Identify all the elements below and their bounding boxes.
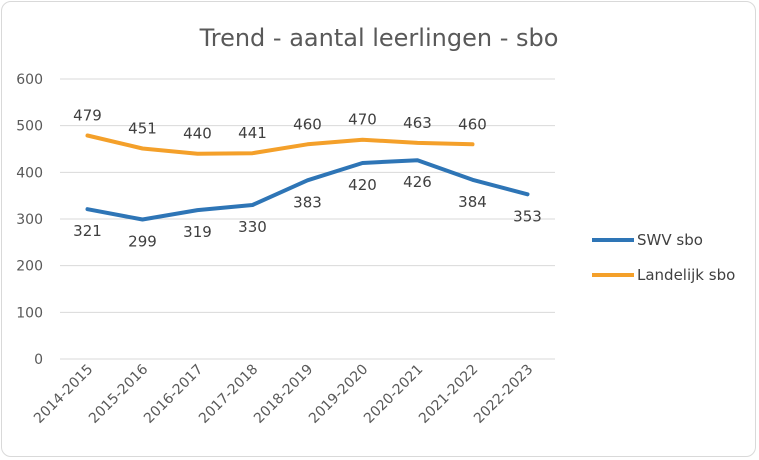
x-tick-label: 2022-2023 [471, 362, 536, 427]
data-label: 384 [458, 193, 487, 211]
legend-label: SWV sbo [637, 231, 703, 249]
series-lines [85, 133, 530, 222]
data-label: 420 [348, 176, 377, 194]
data-label: 440 [183, 125, 212, 143]
data-label: 321 [73, 222, 102, 240]
data-labels: 321 299 319 330 383 420 426 384 353 479 451 440 441 4… [73, 106, 542, 250]
data-label: 383 [293, 193, 322, 211]
data-label: 460 [293, 115, 322, 133]
y-tick-label: 200 [16, 259, 43, 275]
data-label: 479 [73, 106, 102, 124]
y-tick-label: 500 [16, 119, 43, 135]
data-label: 441 [238, 124, 267, 142]
y-tick-label: 0 [34, 352, 43, 368]
y-tick-label: 600 [16, 72, 43, 88]
data-label: 460 [458, 115, 487, 133]
series-line-1 [85, 133, 475, 156]
y-tick-label: 300 [16, 212, 43, 228]
chart-title: Trend - aantal leerlingen - sbo [199, 24, 559, 52]
x-axis-ticks: 2014-20152015-20162016-20172017-20182018… [31, 361, 536, 426]
data-label: 299 [128, 232, 157, 250]
data-label: 319 [183, 223, 212, 241]
data-label: 451 [128, 120, 157, 138]
data-label: 353 [513, 207, 542, 225]
y-tick-label: 100 [16, 305, 43, 321]
legend-label: Landelijk sbo [637, 266, 735, 284]
data-label: 330 [238, 218, 267, 236]
gridlines [60, 78, 555, 360]
data-label: 426 [403, 173, 432, 191]
data-label: 470 [348, 111, 377, 129]
y-axis-ticks: 0 100 200 300 400 500 600 [16, 72, 43, 368]
legend: SWV sbo Landelijk sbo [592, 231, 735, 284]
data-label: 463 [403, 114, 432, 132]
y-tick-label: 400 [16, 165, 43, 181]
series-line-0 [85, 158, 530, 222]
